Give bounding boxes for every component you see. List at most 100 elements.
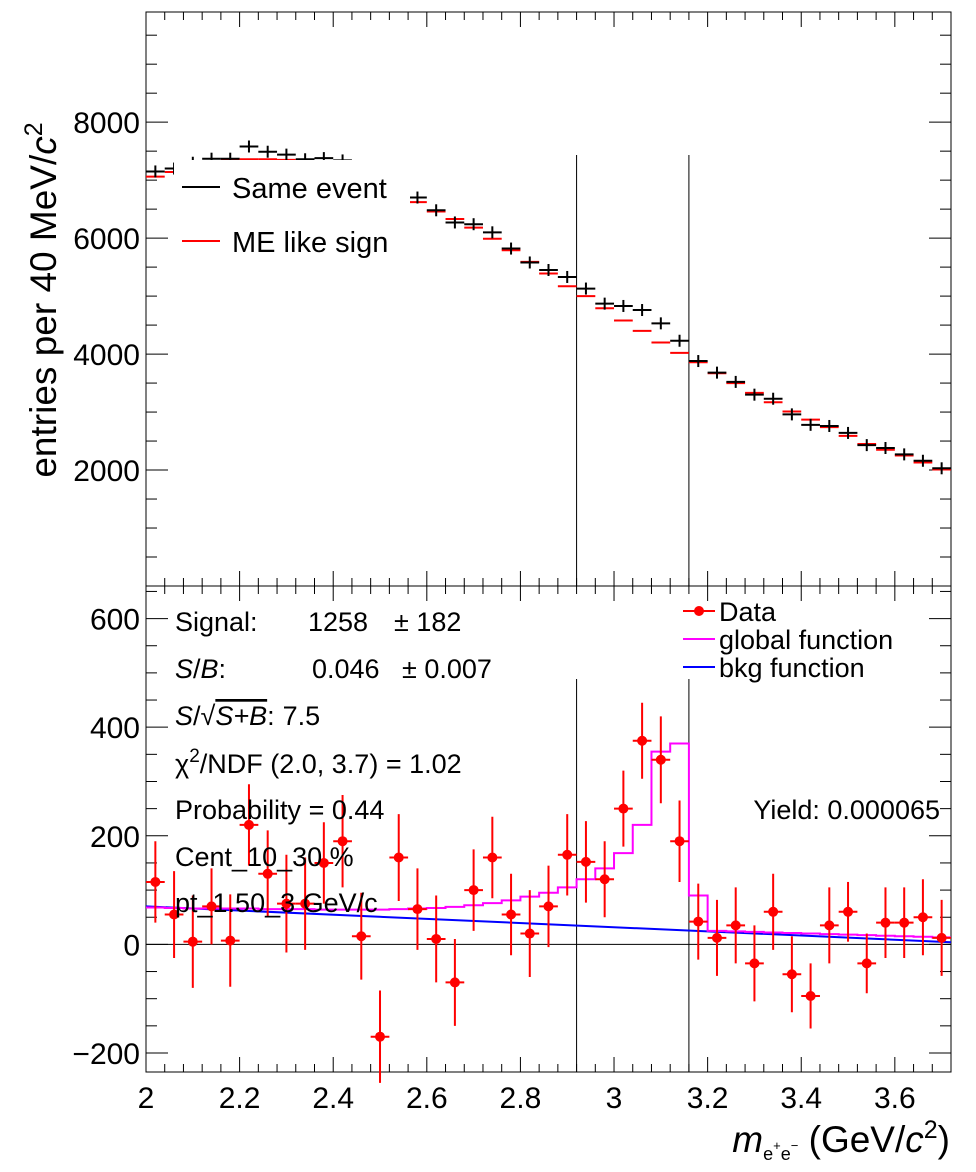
data-point: [670, 800, 689, 882]
same-event-point: [576, 282, 596, 295]
data-point: [482, 816, 502, 899]
legend-label-me-like-sign: ME like sign: [232, 227, 388, 259]
sb-label-s: S: [175, 654, 193, 684]
data-point: [314, 822, 334, 904]
chi2-sup: 2: [189, 746, 200, 767]
same-event-point: [614, 299, 633, 312]
legend-label-global-function: global function: [719, 625, 893, 655]
data-point: [894, 887, 914, 958]
same-event-point: [146, 165, 165, 178]
data-point: [220, 894, 240, 987]
signal-error: ± 182: [394, 607, 461, 637]
data-point: [632, 702, 652, 779]
bottom-y-tick-labels: −200 0 200 400 600: [72, 604, 140, 1071]
same-event-point: [445, 216, 465, 229]
data-point: [726, 887, 746, 964]
bottom-x-tick-label: 2.8: [500, 1082, 542, 1115]
top-y-axis-label: entries per 40 MeV/c2: [20, 122, 64, 477]
chi2-symbol: χ: [175, 749, 189, 779]
bottom-y-tick-label: 0: [123, 929, 140, 962]
x-axis-label-m: m: [732, 1119, 763, 1160]
significance-s: S: [175, 701, 193, 731]
data-point: [557, 814, 577, 896]
bottom-x-tick-label: 3.6: [874, 1082, 916, 1115]
data-point: [183, 895, 203, 988]
data-point: [333, 795, 352, 888]
same-event-point: [277, 148, 296, 161]
sb-value: 0.046: [312, 654, 380, 684]
chi2-text: χ2/NDF (2.0, 3.7) = 1.02: [175, 746, 462, 779]
bottom-signal-window-lines: [576, 679, 690, 1072]
legend-label-same-event: Same event: [232, 173, 387, 205]
same-event-point: [726, 375, 746, 388]
data-point: [445, 938, 465, 1026]
pt-text: pt_1.50_3 GeV/c: [175, 888, 378, 918]
chi2-rest: /NDF (2.0, 3.7) = 1.02: [200, 749, 462, 779]
data-point: [202, 868, 221, 945]
same-event-point: [464, 218, 483, 231]
same-event-point: [894, 448, 914, 461]
data-point: [745, 925, 764, 1002]
data-point: [370, 990, 390, 1083]
data-point: [913, 879, 933, 956]
data-point: [932, 899, 951, 976]
top-ticks: [145, 12, 952, 586]
data-point: [258, 830, 278, 918]
x-axis-label-c: c: [905, 1119, 924, 1160]
data-point: [501, 873, 521, 956]
significance-label: S/√S+B: 7.5: [175, 701, 320, 731]
signal-label: Signal:: [175, 607, 258, 637]
top-y-tick-label: 4000: [73, 339, 140, 372]
bottom-x-tick-label: 2.6: [406, 1082, 448, 1115]
same-event-point: [501, 242, 521, 255]
same-event-point: [707, 366, 727, 379]
same-event-point: [688, 355, 708, 368]
same-event-point: [782, 408, 802, 421]
bottom-x-tick-label: 2: [138, 1082, 155, 1115]
sb-error: ± 0.007: [402, 654, 492, 684]
data-point: [782, 936, 802, 1013]
data-point: [520, 890, 540, 977]
x-axis-label-close: ): [938, 1119, 950, 1160]
data-point: [426, 895, 446, 983]
data-point: [595, 841, 615, 918]
data-point: [295, 857, 315, 950]
bottom-y-tick-label: 400: [90, 712, 140, 745]
bottom-plot-frame: [145, 585, 952, 1073]
centrality-text: Cent_10_30 %: [175, 842, 354, 872]
bottom-panel: −200 0 200 400 600 2 2.2 2.4 2.6 2.8 3 3.2 3.4 3.6 S…: [72, 585, 952, 1164]
same-event-point: [520, 256, 540, 269]
bottom-x-tick-label: 3.4: [780, 1082, 822, 1115]
significance-splusb: S+B: [215, 701, 267, 731]
same-event-point: [857, 439, 877, 452]
same-event-point: [632, 304, 652, 317]
x-axis-label-sup-plus: +: [773, 1138, 781, 1153]
significance-sqrt: /√: [193, 701, 216, 731]
x-axis-label-sub-e2: e: [781, 1144, 791, 1164]
same-event-point: [539, 264, 558, 277]
data-point: [408, 868, 427, 950]
x-axis-label-sup-2: 2: [924, 1116, 938, 1144]
data-point: [707, 899, 727, 976]
data-point: [614, 770, 633, 847]
same-event-point: [426, 204, 446, 217]
bottom-y-tick-label: −200: [72, 1038, 140, 1071]
data-point: [857, 933, 877, 994]
data-point: [876, 887, 895, 958]
same-event-point: [482, 226, 502, 239]
bottom-x-tick-label: 3: [606, 1082, 623, 1115]
bottom-y-tick-label: 200: [90, 821, 140, 854]
legend-label-bkg-function: bkg function: [719, 653, 865, 683]
data-point: [351, 892, 371, 980]
bottom-x-axis-label: me+e− (GeV/c2): [732, 1116, 950, 1164]
data-point: [389, 814, 409, 901]
top-y-tick-labels: 2000 4000 6000 8000: [73, 107, 140, 488]
signal-value: 1258: [308, 607, 368, 637]
same-event-point: [408, 191, 427, 204]
top-panel: 2000 4000 6000 8000 Same event ME like sign…: [20, 11, 952, 587]
same-event-point: [651, 317, 671, 330]
data-point: [819, 887, 839, 964]
significance-colon: :: [267, 701, 275, 731]
data-series: [146, 702, 951, 1083]
